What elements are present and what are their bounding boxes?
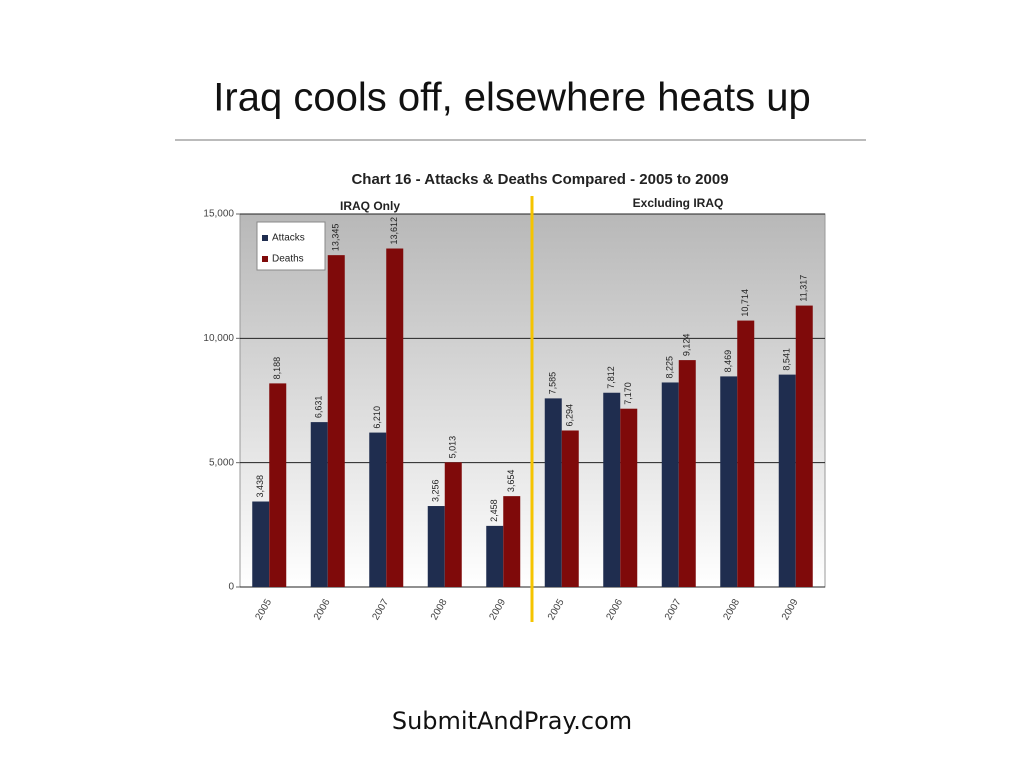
value-label: 7,585 xyxy=(548,372,558,395)
value-label: 6,210 xyxy=(372,406,382,429)
y-tick-label: 10,000 xyxy=(203,333,234,344)
footer-logo: SubmitAndPray.com xyxy=(392,707,632,735)
value-label: 8,225 xyxy=(665,356,675,379)
legend-swatch xyxy=(262,256,268,262)
value-label: 13,345 xyxy=(331,224,341,252)
bar xyxy=(737,320,755,587)
value-label: 8,469 xyxy=(723,350,733,373)
bar xyxy=(269,383,287,587)
x-tick-label: 2005 xyxy=(546,597,567,622)
y-tick-label: 5,000 xyxy=(209,457,234,468)
y-tick-label: 15,000 xyxy=(203,209,234,220)
bar xyxy=(795,305,813,587)
x-tick-label: 2006 xyxy=(604,597,625,622)
legend-swatch xyxy=(262,235,268,241)
x-tick-label: 2009 xyxy=(487,597,508,622)
bar xyxy=(720,376,738,587)
bar xyxy=(486,525,504,587)
bar xyxy=(386,248,404,587)
x-tick-label: 2009 xyxy=(780,597,801,622)
bar xyxy=(561,430,579,587)
value-label: 11,317 xyxy=(799,275,809,302)
annotation: Excluding IRAQ xyxy=(633,196,724,210)
bar xyxy=(327,255,345,587)
legend-label: Attacks xyxy=(272,233,305,244)
value-label: 8,188 xyxy=(272,357,282,380)
annotation: IRAQ Only xyxy=(340,199,400,213)
x-tick-label: 2006 xyxy=(312,597,333,622)
value-label: 7,170 xyxy=(623,382,633,405)
value-label: 10,714 xyxy=(740,289,750,317)
bar xyxy=(427,506,445,587)
legend xyxy=(256,221,326,271)
value-label: 6,294 xyxy=(565,404,575,427)
bar xyxy=(778,374,796,587)
bar xyxy=(620,408,638,587)
bar xyxy=(603,392,621,587)
y-tick-label: 0 xyxy=(228,582,234,593)
slide-title: Iraq cools off, elsewhere heats up xyxy=(213,76,810,120)
value-label: 9,124 xyxy=(682,334,692,357)
bar xyxy=(252,501,270,587)
value-label: 3,438 xyxy=(255,475,265,498)
bar xyxy=(369,432,387,587)
value-label: 5,013 xyxy=(448,436,458,459)
bar xyxy=(678,360,696,587)
value-label: 2,458 xyxy=(489,499,499,522)
chart-title: Chart 16 - Attacks & Deaths Compared - 2… xyxy=(351,171,728,188)
value-label: 3,256 xyxy=(431,480,441,503)
value-label: 6,631 xyxy=(314,396,324,419)
value-label: 13,612 xyxy=(389,217,399,245)
x-tick-label: 2008 xyxy=(429,597,450,622)
bar xyxy=(310,422,328,587)
value-label: 3,654 xyxy=(506,470,516,493)
x-tick-label: 2008 xyxy=(721,597,742,622)
x-tick-label: 2007 xyxy=(370,597,391,622)
bar xyxy=(544,398,562,587)
bar xyxy=(503,496,521,587)
x-tick-label: 2005 xyxy=(253,597,274,622)
x-tick-label: 2007 xyxy=(663,597,684,622)
legend-label: Deaths xyxy=(272,254,304,265)
value-label: 7,812 xyxy=(606,366,616,389)
bar xyxy=(444,462,462,587)
value-label: 8,541 xyxy=(782,348,792,371)
bar xyxy=(661,382,679,587)
